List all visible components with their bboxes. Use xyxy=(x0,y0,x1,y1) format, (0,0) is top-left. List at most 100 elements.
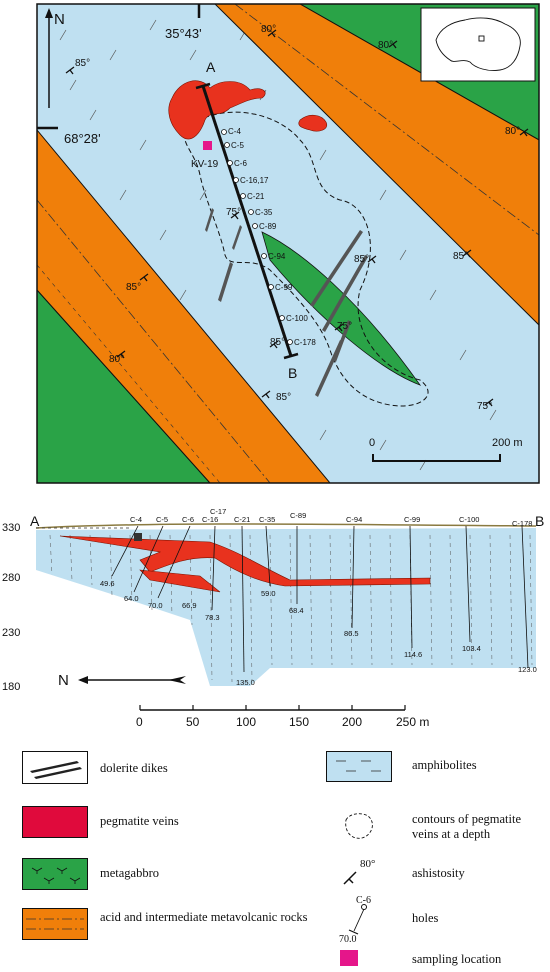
dip-label: 85° xyxy=(354,254,369,265)
section-hole-label: C-4 xyxy=(130,515,142,524)
legend-hole-depth: 70.0 xyxy=(339,934,357,945)
sample-label: KV-19 xyxy=(191,159,219,170)
hole-label: C-4 xyxy=(228,127,241,136)
hole-label: C-178 xyxy=(294,338,316,347)
legend-label-sampling: sampling location xyxy=(412,952,502,966)
section-north-arrow-tail xyxy=(168,676,186,684)
dip-label: 75° xyxy=(477,401,492,412)
map-scale-bar xyxy=(372,454,501,462)
acid-volcanic-band-ne xyxy=(214,4,539,326)
depth-label: 68.4 xyxy=(289,606,304,615)
section-hole-label: C-99 xyxy=(404,515,420,524)
map-frame xyxy=(36,3,540,484)
legend-label-schistosity: ashistosity xyxy=(412,866,465,880)
section-hole-label: C-17 xyxy=(210,507,226,516)
north-label: N xyxy=(54,11,65,28)
y-tick-180: 180 xyxy=(2,681,20,693)
legend-swatch-contours xyxy=(345,813,373,839)
legend-swatch-dolerite xyxy=(22,751,88,784)
hole-label: C-89 xyxy=(259,222,277,231)
hole-label: C-100 xyxy=(286,314,308,323)
dip-label: 85° xyxy=(276,392,291,403)
inset-location-box xyxy=(478,35,485,42)
section-cap-a xyxy=(195,82,211,90)
dip-label: 80° xyxy=(505,126,520,137)
section-scale-ticks xyxy=(139,705,406,710)
scale-tick-label: 250 m xyxy=(396,715,429,729)
legend-label-amphibolites: amphibolites xyxy=(412,758,477,772)
scale-max-label: 200 m xyxy=(492,437,523,449)
legend-label-acid-volcanic: acid and intermediate metavolcanic rocks xyxy=(100,910,308,924)
schistosity-symbols xyxy=(65,29,529,407)
section-amphibolite xyxy=(36,528,536,686)
legend-swatch-amphibolites xyxy=(326,751,392,782)
dip-label: 85° xyxy=(453,251,468,262)
dip-label: 85° xyxy=(270,337,285,348)
hole-label: C-94 xyxy=(268,252,286,261)
band-ne-dashline xyxy=(234,4,539,236)
dip-label: 85° xyxy=(126,282,141,293)
hole-label: C-16,17 xyxy=(240,176,269,185)
scale-zero-label: 0 xyxy=(369,437,375,449)
pegmatite-vein-east xyxy=(298,114,328,132)
section-sample-marker xyxy=(134,533,142,541)
section-surface xyxy=(35,523,537,529)
section-hole-label: C-178 xyxy=(512,519,532,528)
legend-label-pegmatite: pegmatite veins xyxy=(100,814,179,828)
y-tick-330: 330 xyxy=(2,522,20,534)
location-inset xyxy=(420,7,536,82)
legend-hole-name: C-6 xyxy=(356,895,371,906)
point-b-label: B xyxy=(288,365,297,381)
legend-label-contours: contours of pegmatite veins at a depth xyxy=(412,812,521,841)
depth-label: 66.9 xyxy=(182,601,197,610)
legend-swatch-acid-volcanic xyxy=(22,908,88,940)
depth-label: 78.3 xyxy=(205,613,220,622)
metagabbro-lens xyxy=(261,231,422,386)
legend-schistosity-value: 80° xyxy=(360,858,376,870)
section-pegmatite-upper xyxy=(59,535,431,587)
scale-tick-label: 100 xyxy=(236,715,256,729)
section-pegmatite-lower xyxy=(139,569,221,593)
scale-tick-label: 200 xyxy=(342,715,362,729)
legend-label-holes: holes xyxy=(412,911,439,925)
section-hole-label: C-94 xyxy=(346,515,362,524)
hole-label: C-21 xyxy=(247,192,265,201)
depth-label: 135.0 xyxy=(236,678,255,687)
hole-label: C-99 xyxy=(275,283,293,292)
scale-tick-label: 0 xyxy=(136,715,143,729)
section-cap-b xyxy=(283,352,299,360)
depth-label: 123.0 xyxy=(518,665,537,674)
inset-outline xyxy=(435,17,521,71)
legend-swatch-pegmatite xyxy=(22,806,88,838)
section-hole-label: C-16 xyxy=(202,515,218,524)
legend-swatch-schistosity xyxy=(343,871,357,885)
y-tick-280: 280 xyxy=(2,572,20,584)
section-hole-label: C-5 xyxy=(156,515,168,524)
dip-label: 75° xyxy=(226,207,241,218)
legend-label-metagabbro: metagabbro xyxy=(100,866,160,880)
hole-label: C-35 xyxy=(255,208,273,217)
section-north-arrow-head xyxy=(78,676,88,684)
section-label-b: B xyxy=(535,513,544,529)
scale-tick-label: 150 xyxy=(289,715,309,729)
legend-label-dolerite: dolerite dikes xyxy=(100,761,168,775)
depth-label: 59.0 xyxy=(261,589,276,598)
legend-swatch-metagabbro xyxy=(22,858,88,890)
hole-label: C-6 xyxy=(234,159,247,168)
depth-label: 103.4 xyxy=(462,644,481,653)
north-arrow-head xyxy=(45,8,53,18)
geological-map: N 35°43' 68°28' A B KV-19 0 200 m 85° 80… xyxy=(36,3,540,484)
depth-label: 64.0 xyxy=(124,594,139,603)
dip-label: 85° xyxy=(75,58,90,69)
section-hole-label: C-89 xyxy=(290,511,306,520)
section-holes xyxy=(111,525,529,673)
depth-label: 49.6 xyxy=(100,579,115,588)
hole-label: C-5 xyxy=(231,141,244,150)
y-tick-230: 230 xyxy=(2,627,20,639)
sampling-location-marker xyxy=(203,141,212,150)
hole-markers xyxy=(221,129,293,345)
cross-section: A B 330 280 230 180 C-4 C-5 C-6 C-16 C-1… xyxy=(2,507,544,729)
dip-label: 75° xyxy=(337,321,352,332)
dip-label: 80° xyxy=(261,24,276,35)
section-label-a: A xyxy=(30,513,40,529)
